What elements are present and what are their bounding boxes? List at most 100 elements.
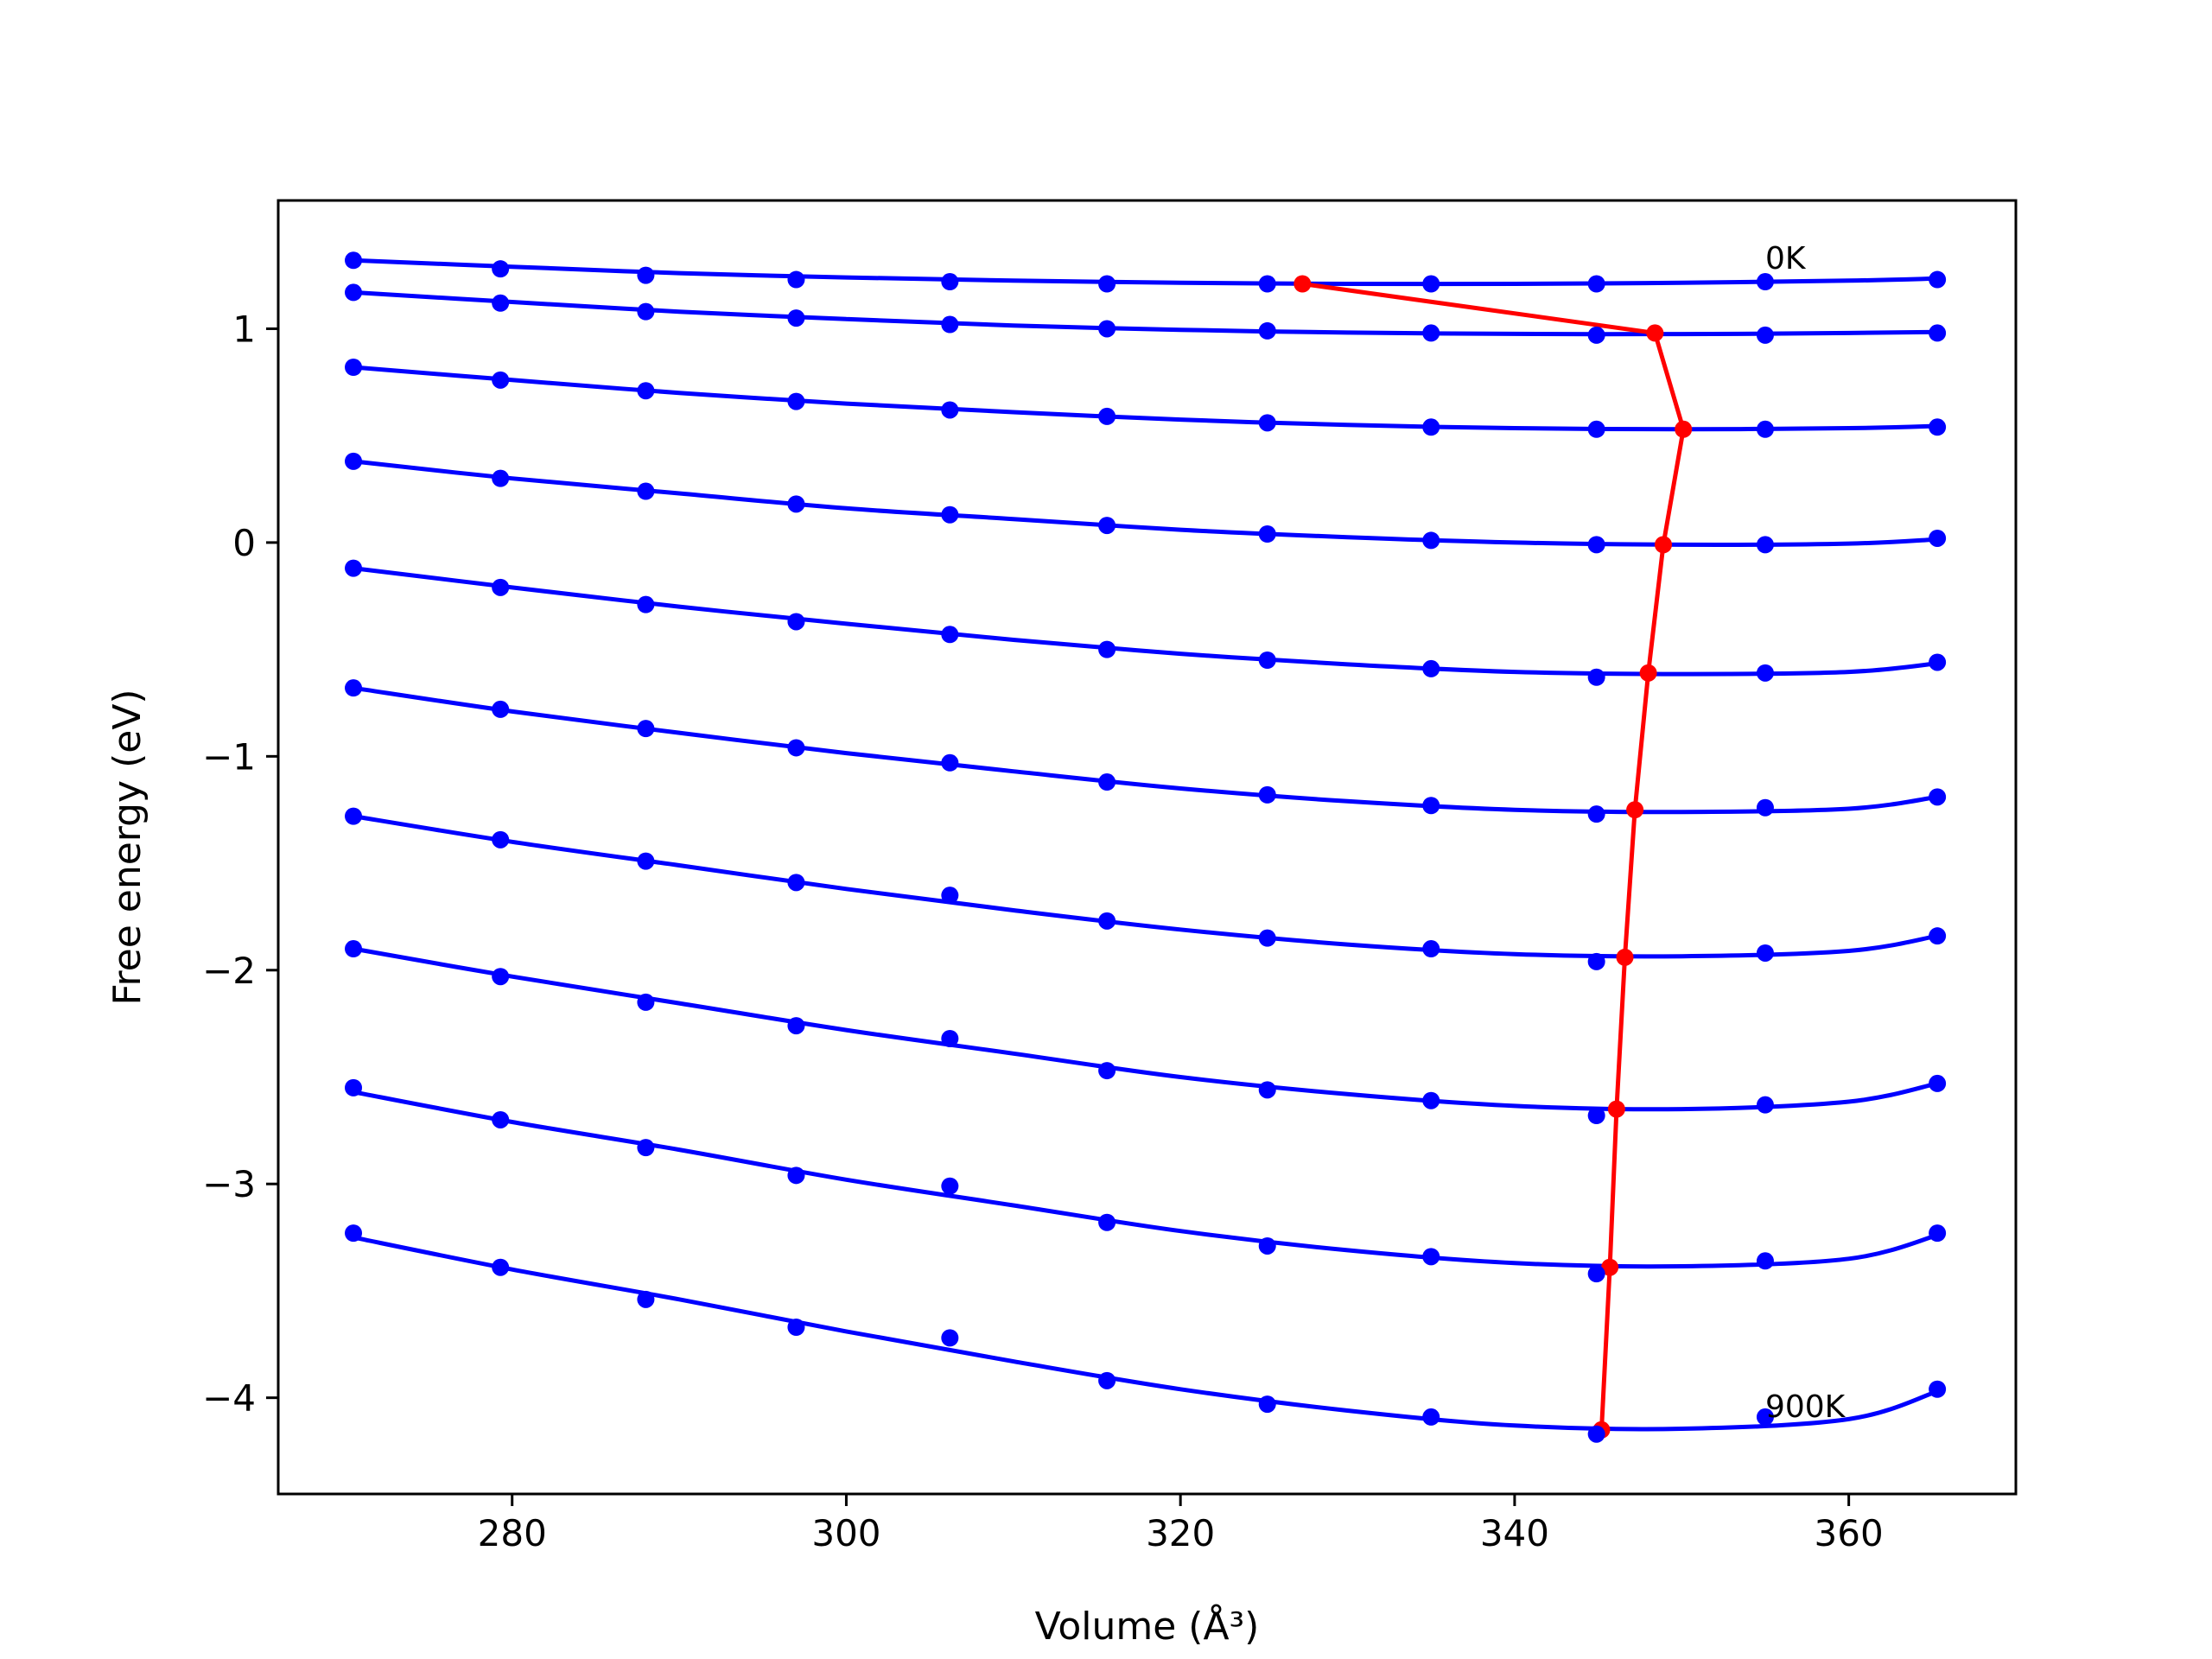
data-point xyxy=(492,294,510,312)
data-point xyxy=(1929,270,1947,289)
data-point xyxy=(1756,1408,1774,1426)
data-point xyxy=(1098,912,1116,930)
data-point xyxy=(637,482,655,500)
x-tick-label: 340 xyxy=(1480,1512,1549,1554)
data-points xyxy=(345,251,1947,1443)
data-point xyxy=(1929,1380,1947,1398)
data-point xyxy=(1929,529,1947,547)
data-point xyxy=(1756,664,1774,682)
minimum-point xyxy=(1639,664,1657,682)
annotations: 0K 900K xyxy=(1765,241,1847,1425)
data-point xyxy=(941,1177,959,1195)
data-point xyxy=(941,1029,959,1047)
data-point xyxy=(1756,798,1774,817)
data-point xyxy=(1098,407,1116,425)
data-point xyxy=(1098,1213,1116,1231)
data-point xyxy=(1258,1395,1276,1414)
annotation-label: 0K xyxy=(1765,241,1807,276)
minima-line xyxy=(1301,282,1686,1430)
data-point xyxy=(941,401,959,419)
minimum-point xyxy=(1294,275,1312,293)
data-point xyxy=(1258,651,1276,669)
fit-curve-7 xyxy=(353,946,1938,1112)
data-point xyxy=(345,1224,363,1243)
minimum-point xyxy=(1654,536,1672,554)
data-point xyxy=(787,309,805,327)
data-point xyxy=(1258,414,1276,432)
data-point xyxy=(1422,659,1440,677)
data-point xyxy=(637,1290,655,1308)
data-point xyxy=(1587,1425,1605,1443)
data-point xyxy=(787,1318,805,1336)
data-point xyxy=(492,700,510,718)
data-point xyxy=(787,739,805,757)
data-point xyxy=(1756,273,1774,291)
data-point xyxy=(1098,1062,1116,1080)
data-point xyxy=(1587,420,1605,438)
data-point xyxy=(941,505,959,524)
y-axis-ticks: −4 −3 −2 −1 0 1 xyxy=(202,308,278,1420)
fit-curve-1 xyxy=(353,289,1938,337)
data-point xyxy=(637,382,655,400)
minimum-point xyxy=(1646,324,1664,342)
data-point xyxy=(1587,952,1605,970)
data-point xyxy=(1587,1107,1605,1125)
data-point xyxy=(1587,275,1605,293)
data-point xyxy=(345,807,363,825)
data-point xyxy=(941,753,959,772)
data-point xyxy=(1422,797,1440,815)
fit-curve-8 xyxy=(353,1090,1938,1269)
data-point xyxy=(492,260,510,278)
fit-curves xyxy=(353,257,1938,1432)
data-point xyxy=(345,940,363,958)
data-point xyxy=(1756,1096,1774,1114)
data-point xyxy=(1756,420,1774,438)
data-point xyxy=(492,469,510,487)
data-point xyxy=(1422,940,1440,958)
data-point xyxy=(1756,1252,1774,1270)
data-point xyxy=(1587,536,1605,554)
data-point xyxy=(941,273,959,291)
data-point xyxy=(345,359,363,377)
data-point xyxy=(345,679,363,697)
data-point xyxy=(941,1329,959,1347)
data-point xyxy=(1422,275,1440,293)
data-point xyxy=(637,720,655,738)
y-tick-label: −4 xyxy=(202,1377,256,1420)
data-point xyxy=(345,559,363,577)
minimum-point xyxy=(1675,420,1693,438)
fit-curve-0 xyxy=(353,257,1938,287)
data-point xyxy=(1258,275,1276,293)
data-point xyxy=(1929,653,1947,671)
data-point xyxy=(492,968,510,986)
fit-curve-6 xyxy=(353,814,1938,959)
fit-curve-3 xyxy=(353,459,1938,547)
data-point xyxy=(492,1258,510,1276)
annotation-label: 900K xyxy=(1765,1389,1847,1425)
y-tick-label: 1 xyxy=(232,308,256,350)
data-point xyxy=(1098,773,1116,791)
data-point xyxy=(492,371,510,389)
data-point xyxy=(1098,275,1116,293)
minimum-point xyxy=(1601,1258,1619,1276)
x-tick-label: 320 xyxy=(1146,1512,1215,1554)
data-point xyxy=(941,315,959,334)
data-point xyxy=(787,613,805,631)
data-point xyxy=(1756,944,1774,962)
data-point xyxy=(637,1139,655,1157)
data-point xyxy=(1422,1408,1440,1426)
data-point xyxy=(637,595,655,613)
data-point xyxy=(1756,536,1774,554)
fit-curve-4 xyxy=(353,566,1938,677)
data-point xyxy=(1929,324,1947,342)
fit-curve-9 xyxy=(353,1235,1938,1432)
data-point xyxy=(345,283,363,302)
x-axis-label: Volume (Å³) xyxy=(1035,1603,1260,1649)
data-point xyxy=(1258,1081,1276,1099)
data-point xyxy=(1258,785,1276,804)
data-point xyxy=(1422,418,1440,436)
data-point xyxy=(787,270,805,289)
y-tick-label: 0 xyxy=(232,522,256,564)
data-point xyxy=(1098,517,1116,535)
